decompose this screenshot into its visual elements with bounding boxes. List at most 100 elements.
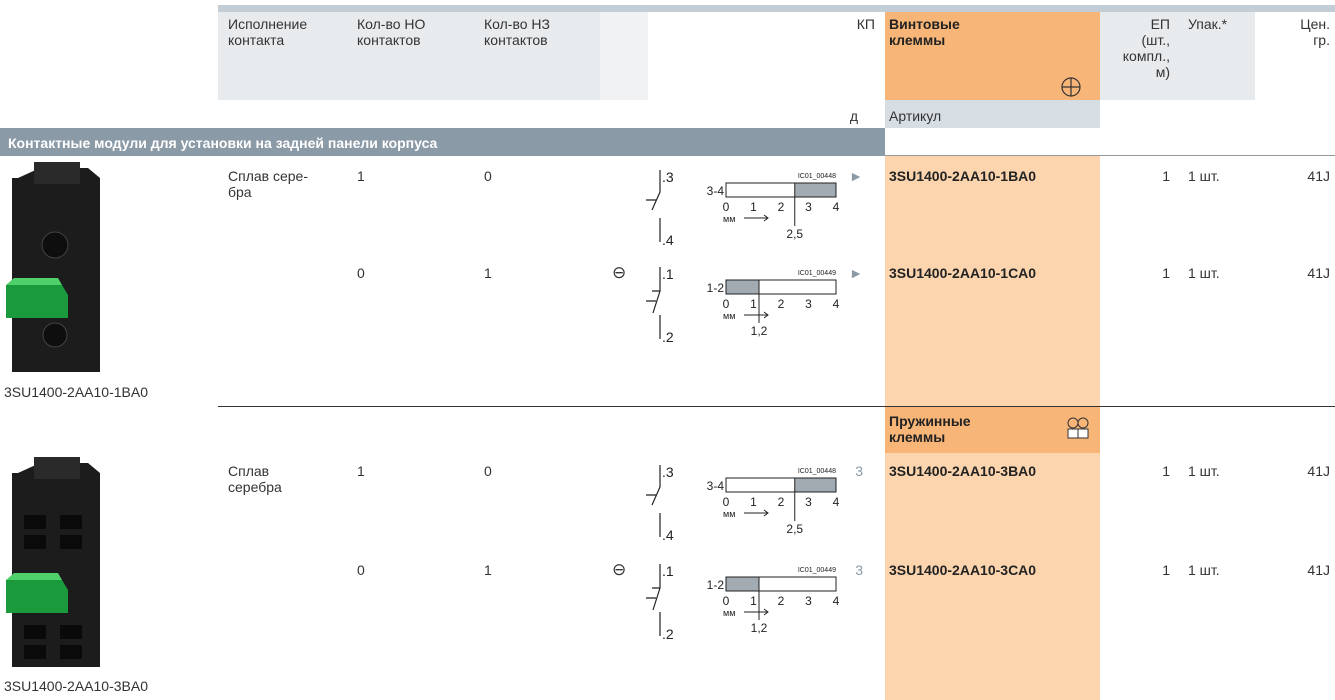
image-caption: 3SU1400-2AA10-3BA0 — [4, 678, 148, 694]
contact-diagram: .3 .4 3-4 IC01_00448 0 1 2 3 4 мм 2,5 — [646, 169, 840, 248]
scale-label: 4 — [833, 297, 840, 311]
header-cell — [885, 12, 1100, 100]
packing-unit: 1 — [1162, 265, 1170, 281]
screw — [41, 231, 69, 259]
arrow — [744, 509, 769, 517]
screw-icon — [1061, 77, 1081, 97]
switching-zone — [794, 182, 837, 198]
unit-label: мм — [723, 311, 735, 321]
terminal-header-cell — [885, 407, 1100, 453]
diagram-id: IC01_00449 — [798, 567, 836, 574]
spring-slot — [60, 515, 82, 529]
terminal-label: .2 — [662, 626, 674, 642]
section-title: Контактные модули для установки на задне… — [8, 135, 438, 151]
scale-label: 4 — [833, 594, 840, 608]
group-separator — [218, 406, 1335, 407]
product-image — [6, 457, 100, 667]
scale-label: 0 — [723, 297, 730, 311]
spring-slot — [24, 515, 46, 529]
nc-count: 0 — [484, 463, 492, 479]
module-top — [34, 162, 80, 184]
terminal-label: .1 — [662, 563, 674, 579]
scale-label: 2 — [778, 594, 785, 608]
article-number: 3SU1400-2AA10-1CA0 — [889, 265, 1037, 281]
article-header-cell — [885, 100, 1100, 128]
header-cell — [600, 12, 648, 100]
switching-zone — [794, 477, 837, 493]
actuator-top — [6, 573, 62, 580]
scale-label: 3 — [805, 297, 812, 311]
terminal-label: .4 — [662, 232, 674, 248]
spring-slot — [60, 645, 82, 659]
contact-label: 1-2 — [707, 281, 725, 295]
diagram-id: IC01_00448 — [798, 173, 836, 180]
spring-slot — [24, 645, 46, 659]
contact-label: 3-4 — [707, 184, 725, 198]
header-cell — [1100, 12, 1175, 100]
article-number: 3SU1400-2AA10-3CA0 — [889, 562, 1037, 578]
spring-slot — [60, 625, 82, 639]
positive-opening-symbol: ⊖ — [612, 560, 627, 579]
no-count: 0 — [357, 562, 365, 578]
image-caption: 3SU1400-2AA10-1BA0 — [4, 384, 148, 400]
column-header: Кол-во НЗ контактов — [484, 16, 550, 48]
contact-symbol — [646, 465, 661, 537]
packing-unit: 1 — [1162, 168, 1170, 184]
screw — [42, 322, 68, 348]
price-group: 41J — [1307, 562, 1330, 578]
price-group: 41J — [1307, 265, 1330, 281]
pack-size: 1 шт. — [1188, 562, 1220, 578]
contact-diagram: .1 .2 1-2 IC01_00449 0 1 2 3 4 мм 1,2 — [646, 563, 840, 642]
positive-opening-symbol: ⊖ — [612, 263, 627, 282]
no-count: 1 — [357, 463, 365, 479]
pack-size: 1 шт. — [1188, 463, 1220, 479]
contact-label: 1-2 — [707, 578, 725, 592]
kp-marker: ► — [849, 168, 863, 184]
contact-symbol — [646, 267, 661, 339]
icon-part — [1062, 78, 1080, 96]
contact-symbol — [646, 170, 661, 242]
arrow — [744, 608, 769, 616]
section-bar — [0, 128, 885, 156]
icon-part — [1077, 417, 1089, 429]
scale-label: 0 — [723, 200, 730, 214]
packing-unit: 1 — [1162, 562, 1170, 578]
scale-label: 3 — [805, 594, 812, 608]
module-top — [34, 457, 80, 479]
column-header: ЕП (шт., компл., м) — [1122, 16, 1170, 80]
pack-size: 1 шт. — [1188, 265, 1220, 281]
kp-marker: ► — [849, 265, 863, 281]
scale-label: 1 — [750, 297, 757, 311]
article-number: 3SU1400-2AA10-1BA0 — [889, 168, 1037, 184]
column-header: Цен. гр. — [1300, 16, 1330, 48]
product-image — [6, 162, 100, 372]
module-body — [12, 168, 100, 372]
arrow — [744, 311, 769, 319]
packing-unit: 1 — [1162, 463, 1170, 479]
column-header: Исполнение контакта — [228, 16, 308, 48]
column-header: Упак.* — [1188, 16, 1228, 32]
travel-label: 1,2 — [751, 324, 768, 338]
travel-label: 1,2 — [751, 621, 768, 635]
contact-material: Сплав серебра — [228, 463, 282, 495]
column-header: д — [849, 108, 858, 124]
actuator — [6, 580, 68, 613]
scale-label: 1 — [750, 495, 757, 509]
actuator-top — [6, 278, 62, 285]
price-group: 41J — [1307, 463, 1330, 479]
spring-slot — [60, 535, 82, 549]
terminal-label: .3 — [662, 464, 674, 480]
nc-count: 0 — [484, 168, 492, 184]
column-header: КП — [856, 16, 875, 32]
terminal-label: .1 — [662, 266, 674, 282]
scale-label: 4 — [833, 495, 840, 509]
unit-label: мм — [723, 608, 735, 618]
unit-label: мм — [723, 214, 735, 224]
icon-part — [1077, 428, 1089, 439]
diagram-id: IC01_00449 — [798, 270, 836, 277]
scale-label: 0 — [723, 594, 730, 608]
spring-icon — [1067, 417, 1089, 439]
spring-slot — [24, 625, 46, 639]
terminal-label: .3 — [662, 169, 674, 185]
